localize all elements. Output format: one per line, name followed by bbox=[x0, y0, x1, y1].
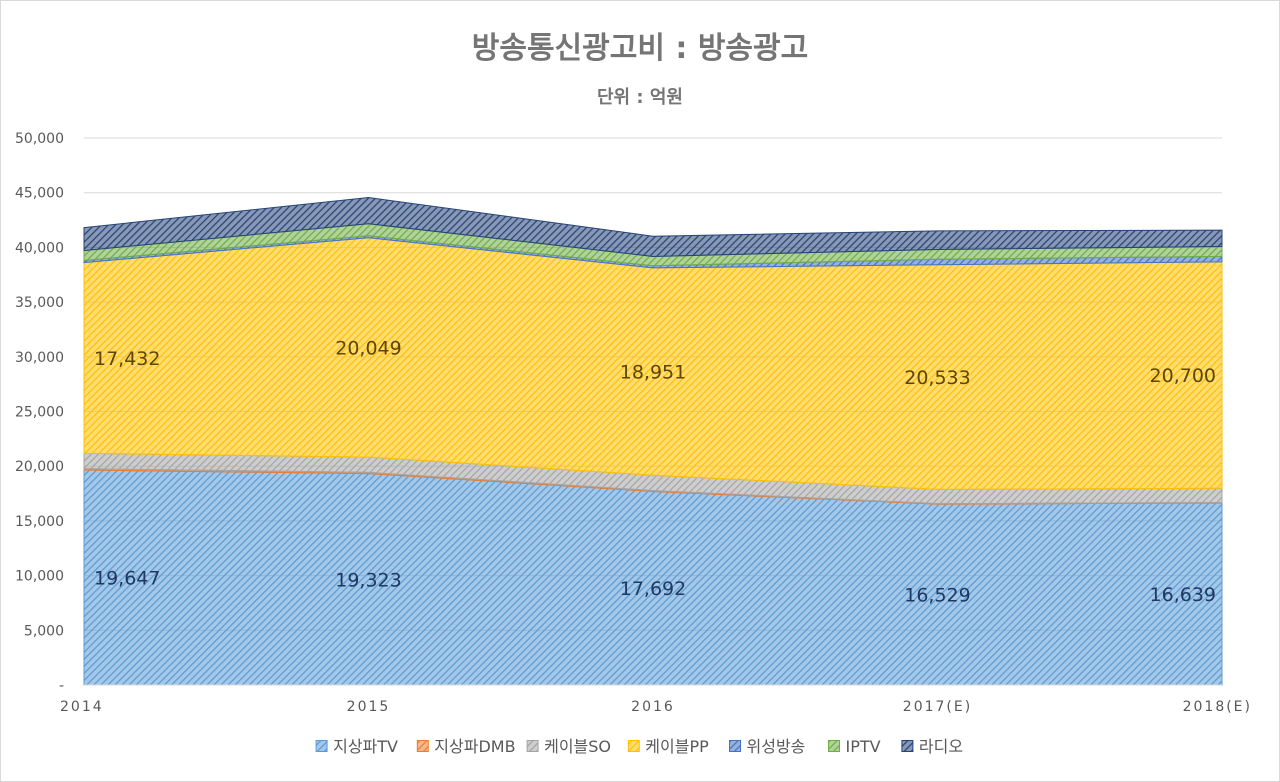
legend-label: 지상파DMB bbox=[434, 737, 515, 756]
legend-item: 케이블PP bbox=[627, 737, 709, 756]
data-label: 16,529 bbox=[904, 585, 970, 607]
data-label: 18,951 bbox=[620, 362, 686, 384]
x-tick-label: 2017(E) bbox=[903, 699, 972, 715]
legend-swatch bbox=[828, 740, 840, 752]
legend-label: 위성방송 bbox=[747, 737, 806, 756]
area-series bbox=[83, 196, 1223, 257]
data-label: 19,323 bbox=[335, 569, 401, 591]
y-tick-label: 5,000 bbox=[24, 623, 64, 639]
legend-item: 지상파TV bbox=[315, 737, 398, 756]
data-label: 17,692 bbox=[620, 578, 686, 600]
chart-title: 방송통신광고비 : 방송광고 bbox=[472, 31, 809, 66]
legend-swatch bbox=[729, 740, 741, 752]
legend-label: 라디오 bbox=[919, 737, 963, 756]
legend-swatch bbox=[416, 740, 429, 752]
y-tick-label: 30,000 bbox=[15, 350, 64, 366]
y-tick-label: 25,000 bbox=[15, 405, 64, 421]
legend-item: 케이블SO bbox=[526, 737, 611, 756]
legend: 지상파TV 지상파DMB 케이블SO 케이블PP 위성방송 IPTV 라디오 bbox=[315, 737, 963, 756]
series-areas bbox=[83, 196, 1223, 686]
x-tick-label: 2016 bbox=[631, 699, 675, 715]
x-tick-label: 2014 bbox=[60, 699, 104, 715]
legend-label: 케이블SO bbox=[544, 737, 611, 756]
legend-item: 위성방송 bbox=[729, 737, 806, 756]
legend-label: IPTV bbox=[846, 737, 881, 756]
x-axis: 2014 2015 2016 2017(E) 2018(E) bbox=[60, 699, 1252, 715]
y-tick-label: 40,000 bbox=[15, 240, 64, 256]
chart-subtitle: 단위 : 억원 bbox=[597, 87, 683, 108]
data-label: 19,647 bbox=[94, 568, 160, 590]
y-tick-label: 10,000 bbox=[15, 569, 64, 585]
x-tick-label: 2018(E) bbox=[1183, 699, 1252, 715]
legend-swatch bbox=[627, 740, 640, 752]
legend-swatch bbox=[901, 740, 914, 752]
y-tick-label: 20,000 bbox=[15, 459, 64, 475]
legend-item: 지상파DMB bbox=[416, 737, 516, 756]
data-label: 20,700 bbox=[1150, 365, 1216, 387]
y-tick-label: - bbox=[59, 678, 64, 694]
y-tick-label: 15,000 bbox=[15, 514, 64, 530]
data-label: 20,049 bbox=[335, 337, 401, 359]
data-label: 20,533 bbox=[904, 367, 970, 389]
legend-item: IPTV bbox=[828, 737, 881, 756]
data-label: 17,432 bbox=[94, 348, 160, 370]
y-tick-label: 35,000 bbox=[15, 295, 64, 311]
y-tick-label: 45,000 bbox=[15, 186, 64, 202]
data-labels: 19,647 19,323 17,692 16,529 16,639 17,432 20,0… bbox=[94, 337, 1216, 606]
legend-swatch bbox=[315, 740, 328, 752]
legend-item: 라디오 bbox=[901, 737, 963, 756]
legend-label: 케이블PP bbox=[645, 737, 709, 756]
y-tick-label: 50,000 bbox=[15, 131, 64, 147]
legend-label: 지상파TV bbox=[333, 737, 398, 756]
y-axis: - 5,000 10,000 15,000 20,000 25,000 30,000 35,0… bbox=[15, 131, 64, 694]
x-tick-label: 2015 bbox=[347, 699, 391, 715]
data-label: 16,639 bbox=[1150, 584, 1216, 606]
legend-swatch bbox=[526, 740, 539, 752]
